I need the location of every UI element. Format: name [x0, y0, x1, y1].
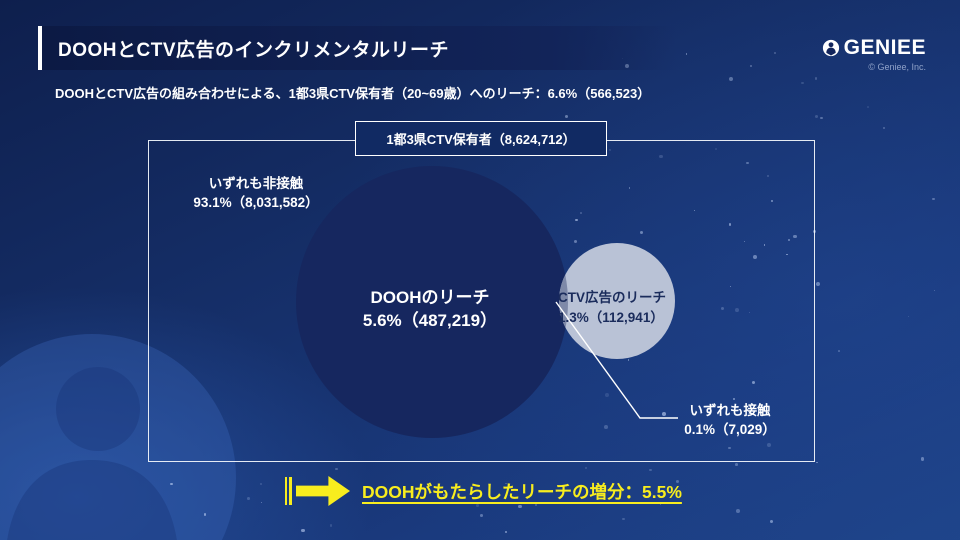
subtitle: DOOHとCTV広告の組み合わせによる、1都3県CTV保有者（20~69歳）への… — [55, 86, 651, 101]
label-dooh-reach: DOOHのリーチ 5.6%（487,219） — [362, 288, 498, 330]
brand-name: GENIEE — [843, 36, 926, 59]
geniee-logo-icon — [822, 39, 839, 57]
callout-text: DOOHがもたらしたリーチの増分：5.5% — [362, 481, 682, 502]
universe-label: 1都3県CTV保有者（8,624,712） — [386, 132, 576, 147]
arrow-streak — [285, 477, 287, 505]
arrow-streak — [289, 477, 292, 505]
ctv-circle — [559, 243, 675, 359]
label-ctv-reach: CTV広告のリーチ 1.3%（112,941） — [558, 290, 666, 325]
geniee-logo: GENIEE © Geniee, Inc. — [822, 36, 926, 72]
dooh-circle — [296, 166, 568, 438]
copyright: © Geniee, Inc. — [868, 62, 926, 72]
callout: DOOHがもたらしたリーチの増分：5.5% — [285, 476, 682, 506]
universe-label-box: 1都3県CTV保有者（8,624,712） — [355, 121, 607, 156]
arrow-right-icon — [296, 476, 350, 506]
overlap-connector-line — [555, 301, 678, 419]
label-both-contact: いずれも接触 0.1%（7,029） — [684, 403, 776, 437]
title-bar: DOOHとCTV広告のインクリメンタルリーチ — [38, 26, 676, 70]
label-no-contact: いずれも非接触 93.1%（8,031,582） — [193, 176, 319, 210]
page-title: DOOHとCTV広告のインクリメンタルリーチ — [58, 39, 450, 61]
